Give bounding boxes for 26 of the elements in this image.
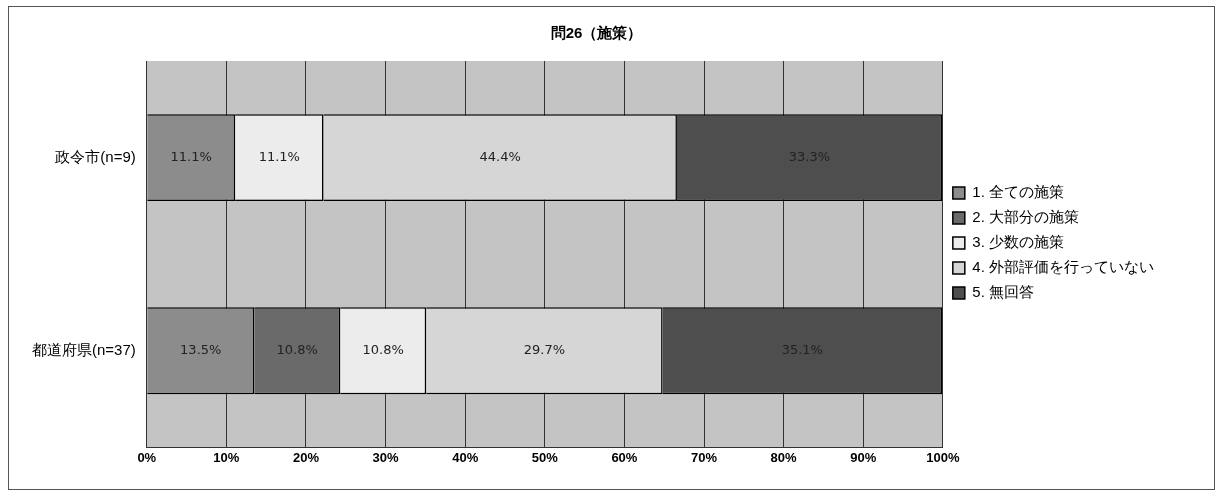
x-tick-label: 10%	[213, 449, 240, 465]
data-label: 11.1%	[170, 148, 212, 164]
y-tick-label: 都道府県(n=37)	[32, 340, 136, 358]
legend-label: 5. 無回答	[972, 283, 1035, 301]
x-tick-label: 70%	[690, 449, 718, 465]
x-tick-label: 30%	[372, 449, 400, 465]
x-tick-label: 100%	[926, 449, 960, 465]
x-tick-label: 50%	[531, 449, 559, 465]
data-label: 29.7%	[523, 342, 566, 358]
x-tick-label: 90%	[850, 449, 877, 465]
chart-title: 問26（施策）	[550, 24, 643, 42]
x-tick-label: 0%	[137, 449, 157, 465]
data-label: 11.1%	[258, 148, 300, 164]
data-label: 10.8%	[362, 342, 404, 358]
x-tick-label: 20%	[292, 449, 320, 465]
x-tick-label: 60%	[611, 449, 638, 465]
x-tick-label: 40%	[452, 449, 479, 465]
legend-label: 1. 全ての施策	[972, 183, 1065, 201]
y-tick-label: 政令市(n=9)	[55, 147, 136, 165]
data-label: 10.8%	[276, 342, 318, 358]
legend-label: 3. 少数の施策	[972, 233, 1065, 251]
legend-label: 2. 大部分の施策	[972, 208, 1080, 226]
data-label: 44.4%	[479, 148, 521, 164]
data-label: 13.5%	[180, 342, 222, 358]
x-tick-label: 80%	[770, 449, 798, 465]
legend-label: 4. 外部評価を行っていない	[972, 258, 1155, 276]
